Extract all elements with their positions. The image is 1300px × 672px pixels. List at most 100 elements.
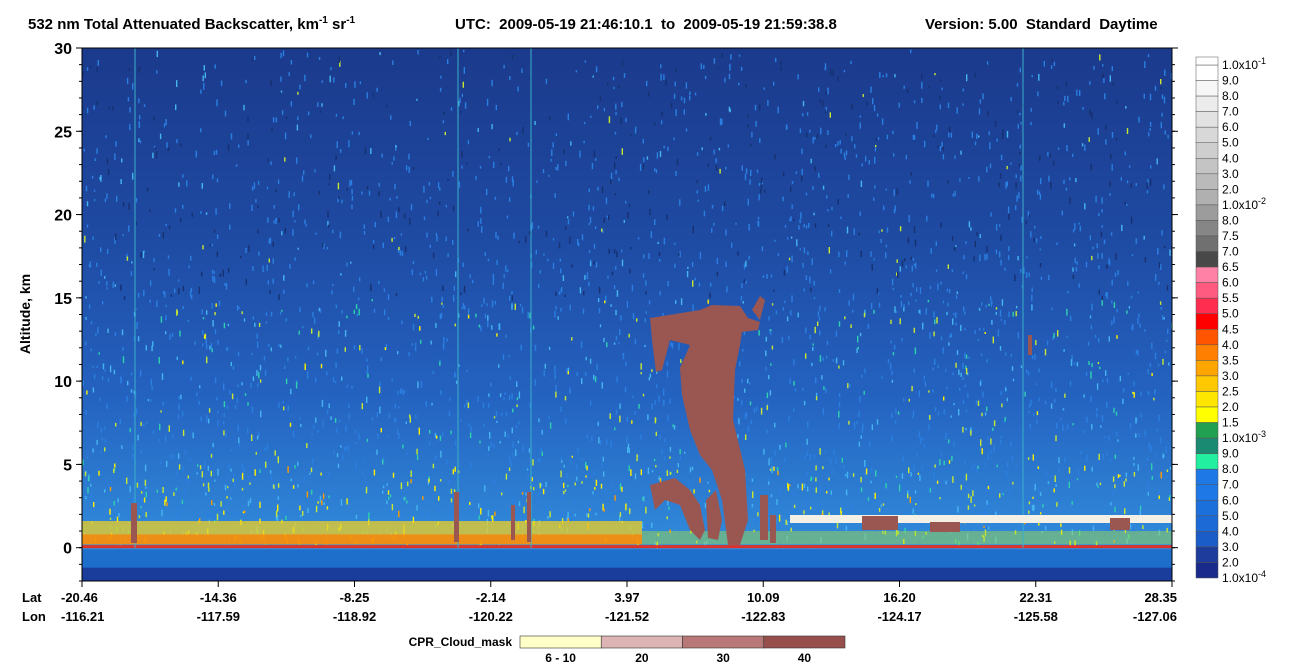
colorbar-label: 9.0: [1222, 74, 1239, 88]
colorbar-swatch: [1195, 111, 1219, 128]
colorbar-swatch: [1195, 313, 1219, 330]
cloud-mask-swatch: [763, 635, 846, 649]
x-row-label: Lat: [22, 590, 42, 605]
colorbar-swatch: [1195, 360, 1219, 377]
lat-label: -14.36: [200, 590, 237, 605]
y-tick-label: 30: [54, 41, 72, 58]
lon-label: -124.17: [877, 609, 921, 624]
lat-label: 10.09: [747, 590, 780, 605]
colorbar-swatch: [1195, 406, 1219, 423]
streak: [1022, 48, 1024, 548]
cloud: [862, 516, 898, 530]
colorbar-swatch: [1195, 297, 1219, 314]
backscatter-texture: [83, 50, 1172, 548]
colorbar-label: 4.0: [1222, 151, 1239, 165]
title-text: 532 nm Total Attenuated Backscatter, km: [28, 16, 319, 33]
cloud: [131, 503, 137, 543]
colorbar-swatch: [1195, 515, 1219, 532]
colorbar-label: 8.0: [1222, 213, 1239, 227]
colorbar-label: 8.0: [1222, 462, 1239, 476]
colorbar-label: 6.0: [1222, 276, 1239, 290]
lon-label: -116.21: [61, 609, 104, 624]
colorbar-swatch: [1195, 158, 1219, 175]
colorbar-label: 2.5: [1222, 384, 1239, 398]
colorbar-swatch: [1195, 204, 1219, 221]
streak: [457, 48, 459, 548]
colorbar-label: 8.0: [1222, 89, 1239, 103]
colorbar-label: 6.5: [1222, 260, 1239, 274]
plot-background: [82, 48, 1172, 581]
colorbar-label: 3.0: [1222, 167, 1239, 181]
colorbar-label-mantissa: 1.0x10: [1222, 571, 1258, 585]
colorbar-label: 3.5: [1222, 353, 1239, 367]
colorbar-label-exponent: -2: [1258, 196, 1266, 206]
colorbar-swatch: [1195, 344, 1219, 361]
colorbar-swatch: [1195, 142, 1219, 159]
colorbar-swatch: [1195, 126, 1219, 143]
colorbar-label-mantissa: 1.0x10: [1222, 58, 1258, 72]
colorbar-swatch: [1195, 189, 1219, 206]
y-tick-label: 15: [54, 291, 72, 308]
colorbar-swatch: [1195, 95, 1219, 112]
plot-area: [82, 48, 1172, 581]
colorbar-label: 6.0: [1222, 493, 1239, 507]
y-axis-label: Altitude, km: [17, 274, 33, 354]
colorbar-label: 1.0x10-4: [1222, 569, 1266, 585]
cloud: [1028, 335, 1032, 355]
cloud-mask-swatch: [600, 635, 683, 649]
lon-label: -117.59: [197, 609, 240, 624]
cloud: [1110, 518, 1130, 530]
lat-label: -20.46: [61, 590, 98, 605]
y-tick-label: 5: [63, 457, 72, 474]
colorbar-label: 2.0: [1222, 400, 1239, 414]
colorbar-label: 2.0: [1222, 555, 1239, 569]
lon-label: -127.06: [1133, 609, 1177, 624]
colorbar-swatch: [1195, 282, 1219, 299]
colorbar-label: 9.0: [1222, 447, 1239, 461]
subsurface: [82, 567, 1172, 581]
colorbar-swatch: [1195, 220, 1219, 237]
lat-label: -2.14: [476, 590, 506, 605]
y-tick-label: 25: [54, 124, 72, 141]
cloud-mask-title: CPR_Cloud_mask: [409, 635, 513, 649]
time-range: UTC: 2009-05-19 21:46:10.1 to 2009-05-19…: [455, 16, 837, 33]
colorbar-swatch: [1195, 64, 1219, 81]
cloud: [770, 515, 776, 543]
colorbar-label: 2.0: [1222, 182, 1239, 196]
lat-label: 22.31: [1019, 590, 1052, 605]
colorbar-label: 5.0: [1222, 509, 1239, 523]
cloud-mask-swatch: [682, 635, 765, 649]
colorbar-label-exponent: -3: [1258, 429, 1266, 439]
lat-label: -8.25: [340, 590, 370, 605]
colorbar-label: 1.0x10-3: [1222, 429, 1266, 445]
lat-label: 3.97: [614, 590, 639, 605]
cloud: [752, 296, 765, 320]
cloud: [454, 492, 459, 542]
colorbar-label: 3.0: [1222, 540, 1239, 554]
title-exponent: -1: [346, 15, 355, 26]
cloud-mask-label: 30: [716, 651, 730, 665]
colorbar-swatch: [1195, 173, 1219, 190]
cloud-top: [790, 515, 1172, 523]
colorbar-cap: [1195, 56, 1219, 66]
colorbar-swatch: [1195, 422, 1219, 439]
chart-title: 532 nm Total Attenuated Backscatter, km -…: [28, 15, 356, 33]
colorbar-label: 4.0: [1222, 338, 1239, 352]
cloud: [650, 305, 760, 545]
colorbar-swatch: [1195, 546, 1219, 563]
lat-label: 16.20: [883, 590, 916, 605]
colorbar-label: 5.5: [1222, 291, 1239, 305]
colorbar-label: 7.0: [1222, 478, 1239, 492]
colorbar-label-exponent: -1: [1258, 56, 1266, 66]
colorbar-swatch: [1195, 453, 1219, 470]
colorbar-label: 7.0: [1222, 105, 1239, 119]
colorbar: 1.0x10-19.08.07.06.05.04.03.02.01.0x10-2…: [1195, 56, 1266, 585]
colorbar-label: 4.5: [1222, 322, 1239, 336]
aerosol-layer: [642, 531, 1172, 545]
colorbar-label-exponent: -4: [1258, 569, 1266, 579]
colorbar-label: 3.0: [1222, 369, 1239, 383]
colorbar-swatch: [1195, 329, 1219, 346]
surface-return: [82, 545, 1172, 549]
